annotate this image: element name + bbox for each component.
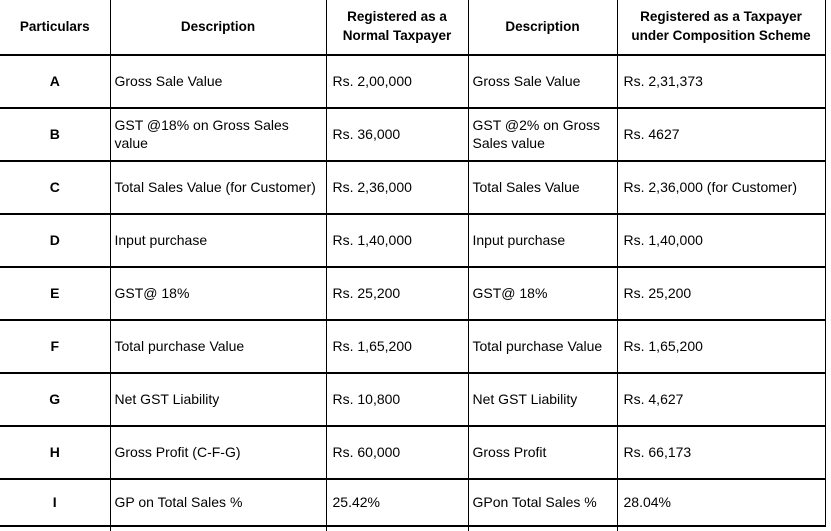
header-row: Particulars Description Registered as a … [0,0,826,56]
normal-value: Rs. 25,200 [326,267,469,321]
normal-description: Gross Profit (C-F-G) [110,426,327,480]
normal-description: Gross Sale Value [110,55,327,109]
composition-value: Rs. 2,36,000 (for Customer) [617,161,826,215]
composition-description: GPon Total Sales % [468,479,618,527]
header-composition-scheme: Registered as a Taxpayer under Compositi… [617,0,826,56]
composition-value: Rs. 2,31,373 [617,55,826,109]
column-border-stub [468,524,469,531]
composition-description: Total purchase Value [468,320,618,374]
normal-description: GST@ 18% [110,267,327,321]
composition-description: GST @2% on Gross Sales value [468,108,618,162]
composition-value: Rs. 1,65,200 [617,320,826,374]
composition-description: Total Sales Value [468,161,618,215]
header-normal-taxpayer: Registered as a Normal Taxpayer [326,0,469,56]
particular-label: H [0,426,111,480]
composition-description: Input purchase [468,214,618,268]
table-row-d: D Input purchase Rs. 1,40,000 Input purc… [0,214,826,268]
column-border-stub [326,524,327,531]
composition-value: Rs. 1,40,000 [617,214,826,268]
particular-label: C [0,161,111,215]
composition-description: Net GST Liability [468,373,618,427]
normal-value: Rs. 10,800 [326,373,469,427]
normal-value: Rs. 2,36,000 [326,161,469,215]
table-row-c: C Total Sales Value (for Customer) Rs. 2… [0,161,826,215]
composition-value: Rs. 25,200 [617,267,826,321]
normal-description: Net GST Liability [110,373,327,427]
normal-description: Input purchase [110,214,327,268]
normal-value: Rs. 60,000 [326,426,469,480]
table-row-f: F Total purchase Value Rs. 1,65,200 Tota… [0,320,826,374]
normal-description: GP on Total Sales % [110,479,327,527]
composition-value: Rs. 4,627 [617,373,826,427]
table-row-e: E GST@ 18% Rs. 25,200 GST@ 18% Rs. 25,20… [0,267,826,321]
composition-description: Gross Sale Value [468,55,618,109]
particular-label: A [0,55,111,109]
particular-label: D [0,214,111,268]
table-row-g: G Net GST Liability Rs. 10,800 Net GST L… [0,373,826,427]
normal-value: Rs. 36,000 [326,108,469,162]
composition-value: 28.04% [617,479,826,527]
header-description-normal: Description [110,0,327,56]
table-row-b: B GST @18% on Gross Sales value Rs. 36,0… [0,108,826,162]
composition-description: Gross Profit [468,426,618,480]
particular-label: I [0,479,111,527]
column-border-stub [110,524,111,531]
composition-description: GST@ 18% [468,267,618,321]
normal-value: Rs. 1,40,000 [326,214,469,268]
normal-value: Rs. 1,65,200 [326,320,469,374]
composition-value: Rs. 66,173 [617,426,826,480]
normal-value: 25.42% [326,479,469,527]
particular-label: E [0,267,111,321]
normal-description: GST @18% on Gross Sales value [110,108,327,162]
table-row-h: H Gross Profit (C-F-G) Rs. 60,000 Gross … [0,426,826,480]
table-row-a: A Gross Sale Value Rs. 2,00,000 Gross Sa… [0,55,826,109]
table-row-i: I GP on Total Sales % 25.42% GPon Total … [0,479,826,527]
header-particulars: Particulars [0,0,111,56]
column-border-stub [617,524,618,531]
particular-label: F [0,320,111,374]
header-description-composition: Description [468,0,618,56]
particular-label: B [0,108,111,162]
normal-description: Total purchase Value [110,320,327,374]
particular-label: G [0,373,111,427]
composition-value: Rs. 4627 [617,108,826,162]
normal-description: Total Sales Value (for Customer) [110,161,327,215]
normal-value: Rs. 2,00,000 [326,55,469,109]
